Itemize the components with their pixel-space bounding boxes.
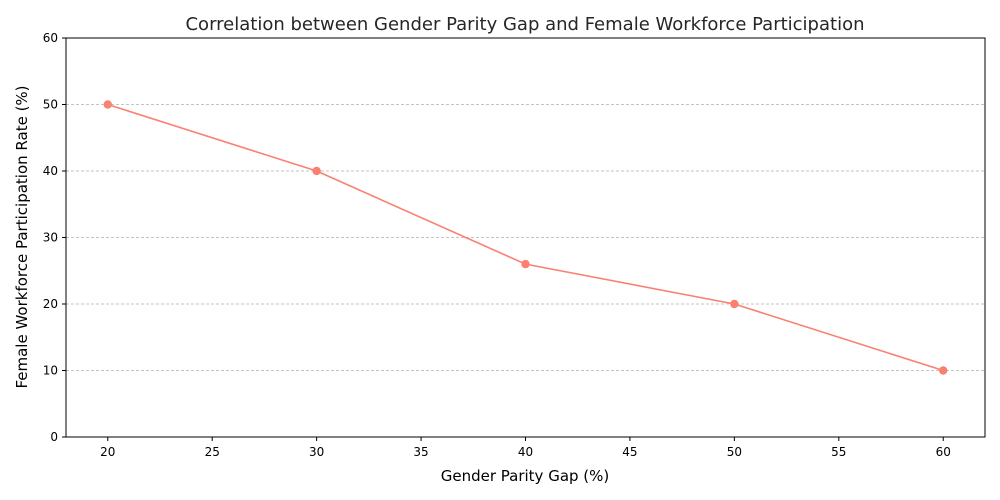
y-axis-label: Female Workforce Participation Rate (%) [13,85,31,388]
x-tick-label: 55 [831,445,846,459]
chart-title: Correlation between Gender Parity Gap an… [185,14,864,35]
y-tick-label: 50 [43,98,58,112]
x-tick-label: 20 [100,445,115,459]
grid-lines [66,104,985,371]
y-tick-label: 30 [43,231,58,245]
x-tick-label: 45 [622,445,637,459]
x-axis-label: Gender Parity Gap (%) [441,467,610,485]
y-tick-label: 10 [43,364,58,378]
data-point [521,259,530,269]
x-tick-label: 40 [518,445,533,459]
y-tick-label: 40 [43,164,58,178]
x-tick-label: 35 [413,445,428,459]
y-tick-label: 20 [43,297,58,311]
data-point [730,299,739,309]
y-tick-label: 0 [50,430,58,444]
data-point [103,100,112,109]
data-point [312,166,321,176]
series-layer [103,100,948,375]
x-axis-ticks: 20 25 30 35 40 45 50 55 60 [100,437,951,459]
x-tick-label: 25 [205,445,220,459]
x-tick-label: 50 [727,445,742,459]
data-point [939,366,948,375]
x-tick-label: 60 [936,445,951,459]
y-axis-ticks: 0 10 20 30 40 50 60 [43,31,66,444]
x-tick-label: 30 [309,445,324,459]
y-tick-label: 60 [43,31,58,45]
